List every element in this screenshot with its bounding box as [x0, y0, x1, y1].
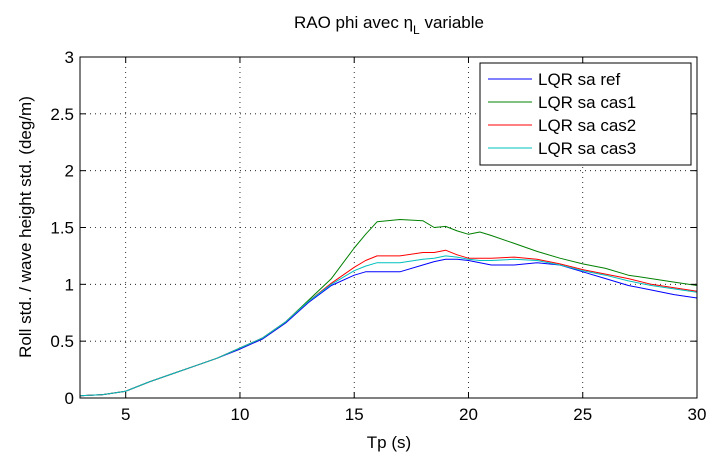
- x-tick-label: 5: [121, 405, 130, 424]
- legend: LQR sa ref LQR sa cas1 LQR sa cas2 LQR sa c…: [479, 62, 692, 166]
- legend-label: LQR sa cas2: [538, 116, 636, 135]
- x-tick-labels: 5 10 15 20 25 30: [121, 405, 706, 424]
- chart-title-subscript: L: [413, 23, 420, 37]
- y-tick-label: 2: [65, 162, 74, 181]
- y-tick-label: 2.5: [50, 105, 74, 124]
- y-tick-label: 1.5: [50, 219, 74, 238]
- chart-title-suffix: variable: [420, 13, 484, 32]
- grid: [80, 57, 697, 398]
- chart-title-main: RAO phi avec η: [294, 13, 413, 32]
- x-tick-label: 25: [573, 405, 592, 424]
- series-lines: [79, 219, 698, 397]
- chart-title: RAO phi avec ηL variable: [294, 13, 484, 37]
- y-tick-label: 0: [65, 389, 74, 408]
- y-axis-label: Roll std. / wave height std. (deg/m): [16, 96, 35, 358]
- axis-ticks: [80, 56, 698, 399]
- x-tick-label: 15: [345, 405, 364, 424]
- legend-label: LQR sa cas3: [538, 139, 636, 158]
- x-tick-label: 20: [459, 405, 478, 424]
- y-tick-label: 3: [65, 48, 74, 67]
- x-tick-label: 30: [688, 405, 707, 424]
- x-axis-label: Tp (s): [367, 433, 411, 452]
- legend-label: LQR sa ref: [538, 70, 620, 89]
- y-tick-label: 0.5: [50, 332, 74, 351]
- legend-label: LQR sa cas1: [538, 93, 636, 112]
- y-tick-labels: 0 0.5 1 1.5 2 2.5 3: [50, 48, 74, 408]
- series-line: [79, 255, 698, 397]
- y-tick-label: 1: [65, 275, 74, 294]
- x-tick-label: 10: [231, 405, 250, 424]
